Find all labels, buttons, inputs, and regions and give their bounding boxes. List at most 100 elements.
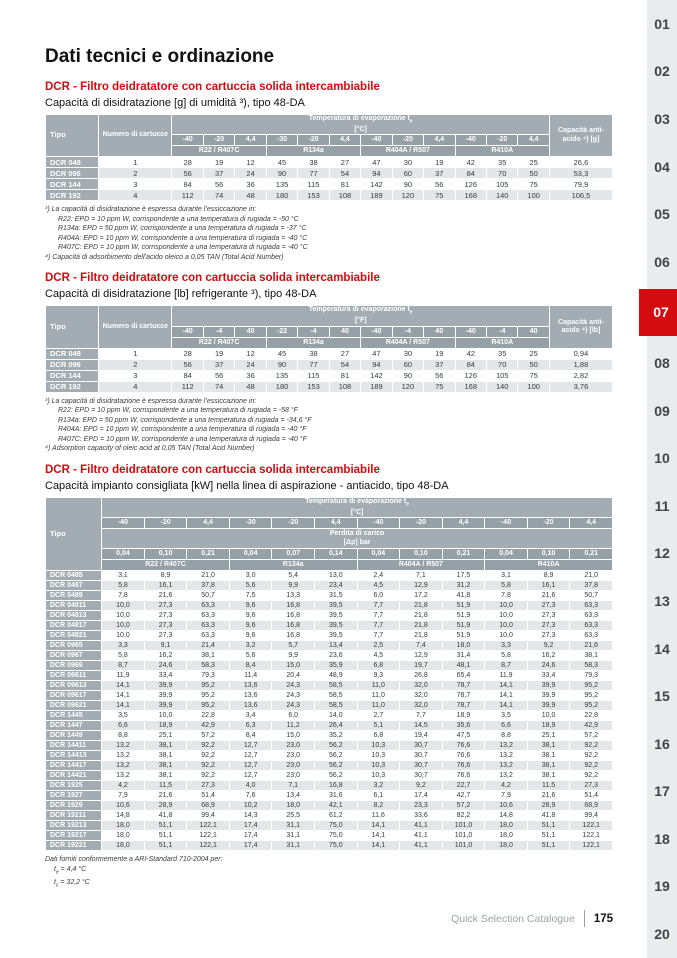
value-cell: 19: [423, 156, 456, 169]
value-cell: 27,3: [526, 600, 571, 612]
value-cell: 38: [297, 156, 330, 169]
value-cell: 4,0: [228, 780, 273, 792]
value-cell: 92,2: [186, 740, 230, 752]
value-cell: 122,1: [569, 820, 613, 832]
sidebar-tab-20: 20: [654, 926, 670, 943]
anti-acid-capacity-header: Capacità anti-acido ⁴) [lb]: [548, 305, 614, 349]
sidebar-tabs: 01 02 03 04 05 06 07 08 09 10 11 12 13 14 15 16 17 18 19 20: [639, 0, 677, 958]
value-cell: 4,2: [101, 780, 145, 792]
section-subtitle: Capacità di disidratazione [g] di umidit…: [45, 97, 305, 109]
value-cell: 8,8: [484, 730, 528, 742]
value-cell: 14,1: [356, 840, 401, 852]
value-cell: 39,5: [314, 600, 358, 612]
value-cell: 22,8: [186, 710, 230, 722]
temp-column-header: -20: [271, 517, 315, 530]
value-cell: 23,0: [271, 770, 315, 782]
value-cell: 23,0: [271, 760, 315, 772]
value-cell: 3,3: [101, 640, 145, 652]
temp-column-header: -40: [101, 517, 145, 530]
value-cell: 17,4: [228, 830, 273, 842]
value-cell: 16,8: [271, 610, 315, 622]
value-cell: 8,8: [101, 730, 145, 742]
value-cell: 13,2: [101, 750, 145, 762]
tipo-header: Tipo: [44, 496, 103, 572]
value-cell: 38,1: [526, 740, 571, 752]
value-cell: 10,0: [101, 630, 145, 642]
value-cell: 8,2: [356, 800, 401, 812]
value-cell: 76,6: [441, 760, 486, 772]
value-cell: 41,8: [441, 590, 486, 602]
value-cell: 112: [171, 380, 204, 393]
section-subtitle: Capacità impianto consigliata [kW] nella…: [45, 479, 449, 492]
value-cell: 81: [328, 369, 362, 382]
temp-column-header: -40: [171, 325, 204, 338]
value-cell: 50: [517, 358, 550, 371]
temp-column-header: 4,4: [314, 517, 358, 530]
value-cell: 8,7: [101, 660, 145, 672]
value-cell: 14,3: [228, 810, 273, 822]
value-cell: 10,2: [228, 800, 273, 812]
value-cell: 4,5: [356, 650, 401, 662]
value-cell: 78,7: [441, 680, 486, 692]
tipo-cell: DCR 1925: [44, 780, 103, 792]
cartridges-cell: 3: [98, 178, 173, 191]
value-cell: 75: [423, 189, 456, 202]
value-cell: 14,0: [314, 710, 358, 722]
value-cell: 39,9: [526, 690, 571, 702]
value-cell: 26,8: [399, 670, 443, 682]
value-cell: 19,7: [399, 660, 443, 672]
value-cell: 23,3: [399, 800, 443, 812]
value-cell: 14,1: [101, 700, 145, 712]
value-cell: 3,5: [101, 710, 145, 722]
value-cell: 168: [454, 189, 488, 202]
value-cell: 14,1: [101, 690, 145, 702]
capacity-cell: 2,82: [548, 369, 614, 382]
temp-column-header: -40: [360, 134, 393, 147]
value-cell: 8,4: [228, 660, 273, 672]
tipo-cell: DCR 14417: [44, 760, 103, 772]
value-cell: 5,8: [101, 580, 145, 592]
value-cell: 13,0: [314, 570, 358, 582]
table-row: DCR 09617 14,1 39,9 95,2 13,6 24,3 58,5 11,0 32,…: [44, 690, 613, 702]
value-cell: 9,2: [526, 640, 571, 652]
value-cell: 75,0: [314, 820, 358, 832]
value-cell: 24,6: [526, 660, 571, 672]
value-cell: 37: [202, 358, 236, 371]
value-cell: 92,2: [569, 770, 613, 782]
value-cell: 100: [517, 380, 550, 393]
footnote-line: R407C: EPD = 10 ppm W, corrispondente a …: [58, 244, 308, 252]
value-cell: 7,1: [271, 780, 315, 792]
value-cell: 84: [454, 358, 488, 371]
footnotes: ³) La capacità di disidratazione è espre…: [45, 397, 613, 454]
value-cell: 13,2: [101, 760, 145, 772]
evaporation-temp-header: Temperatura di evaporazione te [°F]: [171, 305, 550, 327]
value-cell: 28: [171, 156, 204, 169]
value-cell: 5,8: [101, 650, 145, 662]
value-cell: 8,9: [143, 570, 188, 582]
tipo-cell: DCR 0489: [44, 590, 103, 602]
value-cell: 6,8: [356, 660, 401, 672]
value-cell: 17,4: [399, 790, 443, 802]
value-cell: 3,2: [228, 640, 273, 652]
value-cell: 37: [423, 358, 456, 371]
capacity-cell: 1,88: [548, 358, 614, 371]
pressure-column-header: 0,10: [399, 548, 443, 561]
catalogue-name: Quick Selection Catalogue: [451, 912, 575, 925]
value-cell: 16,8: [271, 630, 315, 642]
temp-column-header: -40: [356, 517, 401, 530]
cartridges-cell: 4: [98, 380, 173, 393]
value-cell: 27: [328, 156, 362, 169]
value-cell: 38,1: [569, 650, 613, 662]
temp-column-header: -20: [399, 517, 443, 530]
footnotes: ³) La capacità di disidratazione è espre…: [45, 205, 613, 262]
value-cell: 9,6: [228, 600, 273, 612]
value-cell: 15,0: [271, 730, 315, 742]
temp-column-header: 4,4: [517, 134, 550, 147]
value-cell: 63,3: [186, 610, 230, 622]
capacity-cell: 0,94: [548, 347, 614, 360]
value-cell: 79,3: [569, 670, 613, 682]
value-cell: 24: [234, 167, 267, 180]
value-cell: 9,3: [356, 670, 401, 682]
value-cell: 57,2: [569, 730, 613, 742]
